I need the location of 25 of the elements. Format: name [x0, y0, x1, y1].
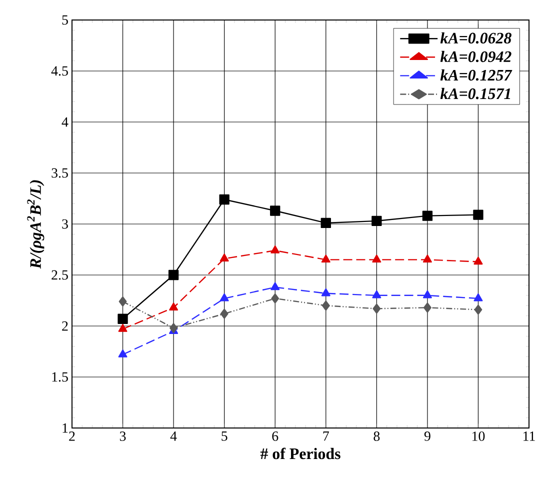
- x-tick-label: 8: [374, 432, 380, 441]
- x-tick-label: 5: [222, 432, 228, 441]
- x-tick-label: 4: [170, 432, 177, 441]
- x-tick-label: 10: [472, 432, 485, 441]
- legend-label: kA=0.1257: [440, 69, 512, 81]
- y-tick-label: 3: [62, 219, 68, 229]
- y-tick-label: 4: [62, 117, 68, 127]
- legend-label: kA=0.0942: [440, 50, 512, 62]
- y-tick-label: 2.5: [52, 270, 68, 280]
- x-tick-label: 6: [272, 432, 278, 441]
- x-tick-label: 3: [120, 432, 126, 441]
- y-tick-label: 3.5: [52, 168, 68, 178]
- y-tick-label: 1: [62, 423, 68, 433]
- y-tick-label: 1.5: [52, 372, 68, 382]
- x-tick-label: 9: [424, 432, 430, 441]
- x-tick-label: 7: [323, 432, 329, 441]
- legend-label: kA=0.1571: [440, 88, 510, 100]
- x-tick-label: 11: [524, 432, 535, 441]
- x-axis-title: # of Periods: [260, 448, 340, 460]
- y-tick-label: 2: [62, 321, 68, 331]
- y-tick-label: 4.5: [51, 66, 68, 76]
- y-tick-label: 5: [62, 15, 68, 25]
- legend-label: kA=0.0628: [440, 32, 512, 44]
- x-tick-label: 2: [69, 432, 75, 441]
- y-axis-title: R/(ρgA$^{2}$B$^{2}$/L): [27, 180, 44, 269]
